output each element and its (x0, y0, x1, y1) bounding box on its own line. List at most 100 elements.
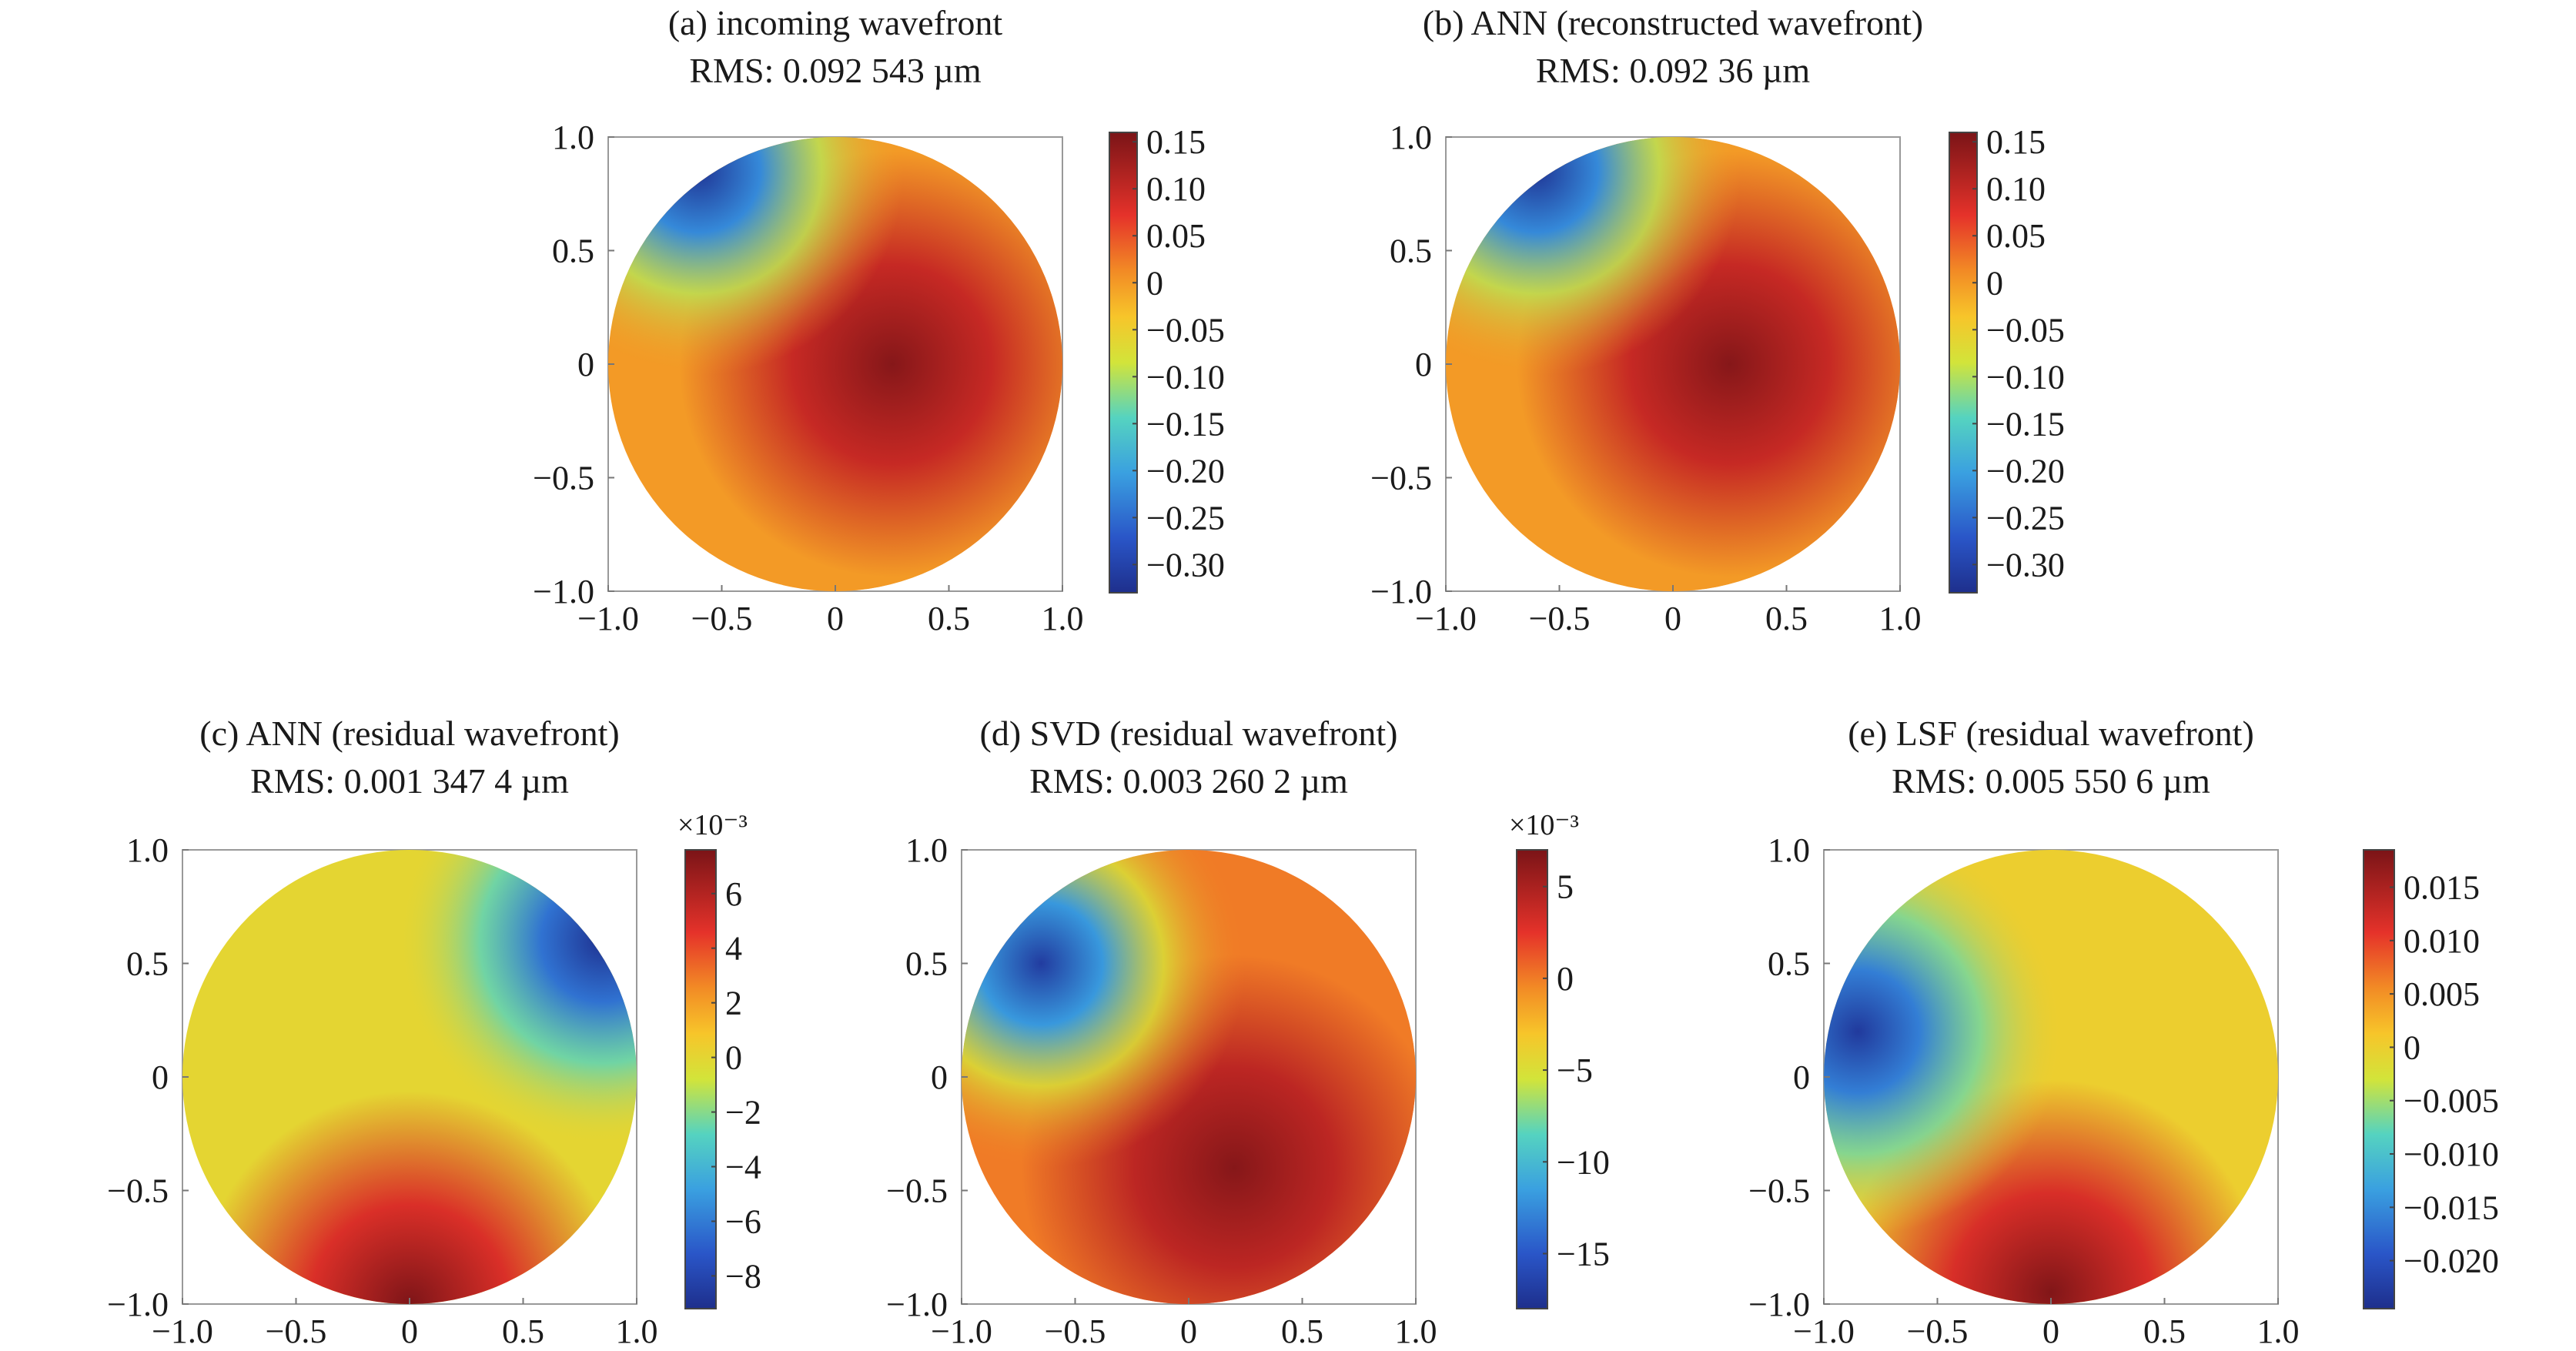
y-tick-label: −0.5 (1748, 1172, 1810, 1210)
panel-title: (c) ANN (residual wavefront) (199, 714, 619, 753)
colorbar-tick-label: 0.10 (1146, 170, 1206, 208)
y-tick-label: 0.5 (1390, 232, 1432, 270)
panel-b: (b) ANN (reconstructed wavefront) RMS: 0.… (1370, 3, 2065, 637)
x-tick-label: −0.5 (1907, 1313, 1969, 1350)
x-tick-label: −1.0 (1415, 600, 1477, 637)
colorbar-tick-label: −2 (725, 1094, 761, 1132)
wavefront-heatmap (1446, 137, 1900, 591)
colorbar-tick-label: 0 (725, 1039, 742, 1077)
y-tick-label: 0.5 (905, 945, 948, 983)
colorbar-tick-label: −0.30 (1986, 546, 2065, 584)
colorbar-tick-label: −0.010 (2404, 1135, 2499, 1173)
wavefront-heatmap (1824, 850, 2278, 1304)
x-tick-label: 0 (1664, 600, 1681, 637)
colorbar (2363, 849, 2395, 1309)
y-tick-label: 0.5 (126, 945, 169, 983)
colorbar-tick-label: −0.20 (1146, 452, 1225, 490)
x-tick-label: 0 (401, 1313, 418, 1350)
colorbar-tick-label: 0.15 (1146, 123, 1206, 161)
colorbar-tick-label: 0 (1557, 960, 1574, 998)
y-tick-label: 0 (152, 1058, 169, 1096)
colorbar-tick-label: 2 (725, 985, 742, 1022)
panel-rms-subtitle: RMS: 0.092 543 µm (689, 51, 981, 90)
colorbar-tick-label: −15 (1557, 1235, 1610, 1272)
y-tick-label: −0.5 (1370, 460, 1432, 497)
colorbar-tick-label: −0.020 (2404, 1242, 2499, 1280)
y-tick-label: 0 (1415, 346, 1432, 383)
x-tick-label: 0.5 (2143, 1313, 2186, 1350)
colorbar-tick-label: 6 (725, 875, 742, 913)
y-tick-label: 0.5 (1768, 945, 1810, 983)
wavefront-heatmap (608, 137, 1062, 591)
y-tick-label: 1.0 (126, 831, 169, 869)
x-tick-label: −0.5 (1529, 600, 1591, 637)
colorbar-tick-label: −0.05 (1146, 311, 1225, 349)
colorbar-tick-label: −0.25 (1146, 499, 1225, 537)
x-tick-label: −1.0 (931, 1313, 992, 1350)
x-tick-label: 1.0 (1395, 1313, 1437, 1350)
colorbar-tick-label: −8 (725, 1257, 761, 1295)
x-tick-label: 0 (2042, 1313, 2059, 1350)
y-tick-label: 1.0 (552, 119, 594, 156)
x-tick-label: 0.5 (1765, 600, 1808, 637)
x-tick-label: 1.0 (1879, 600, 1922, 637)
colorbar-tick-label: −0.30 (1146, 546, 1225, 584)
x-tick-label: −1.0 (1793, 1313, 1855, 1350)
panel-c: (c) ANN (residual wavefront) RMS: 0.001 3… (107, 714, 761, 1350)
colorbar-multiplier: ×10⁻³ (1509, 809, 1579, 841)
x-tick-label: −0.5 (266, 1313, 327, 1350)
colorbar-tick-label: −0.05 (1986, 311, 2065, 349)
y-tick-label: 0.5 (552, 232, 594, 270)
panel-title: (a) incoming wavefront (668, 3, 1003, 42)
panel-title: (e) LSF (residual wavefront) (1848, 714, 2254, 753)
panel-title: (d) SVD (residual wavefront) (980, 714, 1398, 753)
x-tick-label: −1.0 (577, 600, 639, 637)
colorbar-tick-label: −10 (1557, 1143, 1610, 1181)
colorbar-tick-label: 0.05 (1146, 217, 1206, 255)
colorbar (1516, 849, 1548, 1309)
y-tick-label: −1.0 (533, 573, 594, 610)
wavefront-heatmap (182, 850, 637, 1304)
colorbar (684, 849, 717, 1309)
y-tick-label: 0 (577, 346, 594, 383)
colorbar-tick-label: 0.10 (1986, 170, 2046, 208)
panel-rms-subtitle: RMS: 0.003 260 2 µm (1029, 761, 1348, 801)
x-tick-label: 0.5 (502, 1313, 544, 1350)
y-tick-label: −1.0 (107, 1286, 169, 1323)
colorbar-tick-label: 0.05 (1986, 217, 2046, 255)
panel-title: (b) ANN (reconstructed wavefront) (1423, 3, 1923, 42)
colorbar-tick-label: −0.10 (1146, 358, 1225, 396)
x-tick-label: 0 (1180, 1313, 1197, 1350)
colorbar-tick-label: −0.20 (1986, 452, 2065, 490)
x-tick-label: −0.5 (1045, 1313, 1106, 1350)
y-tick-label: 1.0 (1390, 119, 1432, 156)
panel-rms-subtitle: RMS: 0.005 550 6 µm (1892, 761, 2210, 801)
y-tick-label: 1.0 (905, 831, 948, 869)
y-tick-label: −0.5 (107, 1172, 169, 1210)
colorbar-tick-label: −6 (725, 1202, 761, 1240)
y-tick-label: −1.0 (1370, 573, 1432, 610)
panel-a: (a) incoming wavefront RMS: 0.092 543 µm −… (533, 3, 1225, 637)
x-tick-label: 0.5 (928, 600, 970, 637)
panel-rms-subtitle: RMS: 0.092 36 µm (1536, 51, 1810, 90)
panel-e: (e) LSF (residual wavefront) RMS: 0.005 5… (1748, 714, 2499, 1350)
x-tick-label: 0.5 (1281, 1313, 1323, 1350)
colorbar-tick-label: 4 (725, 930, 742, 968)
y-tick-label: −0.5 (533, 460, 594, 497)
colorbar-tick-label: 0 (1146, 264, 1163, 302)
colorbar (1109, 132, 1138, 594)
y-tick-label: 0 (931, 1058, 948, 1096)
colorbar-tick-label: −4 (725, 1149, 761, 1186)
colorbar-tick-label: −0.015 (2404, 1189, 2499, 1226)
colorbar-multiplier: ×10⁻³ (677, 809, 748, 841)
colorbar-tick-label: −0.10 (1986, 358, 2065, 396)
x-tick-label: 0 (827, 600, 844, 637)
colorbar-tick-label: −0.005 (2404, 1082, 2499, 1120)
colorbar-tick-label: −0.15 (1986, 405, 2065, 443)
x-tick-label: −1.0 (152, 1313, 213, 1350)
y-tick-label: −1.0 (1748, 1286, 1810, 1323)
colorbar-tick-label: −0.25 (1986, 499, 2065, 537)
colorbar-tick-label: 0.015 (2404, 869, 2480, 907)
colorbar-tick-label: 0.010 (2404, 922, 2480, 960)
colorbar-tick-label: −5 (1557, 1052, 1593, 1089)
